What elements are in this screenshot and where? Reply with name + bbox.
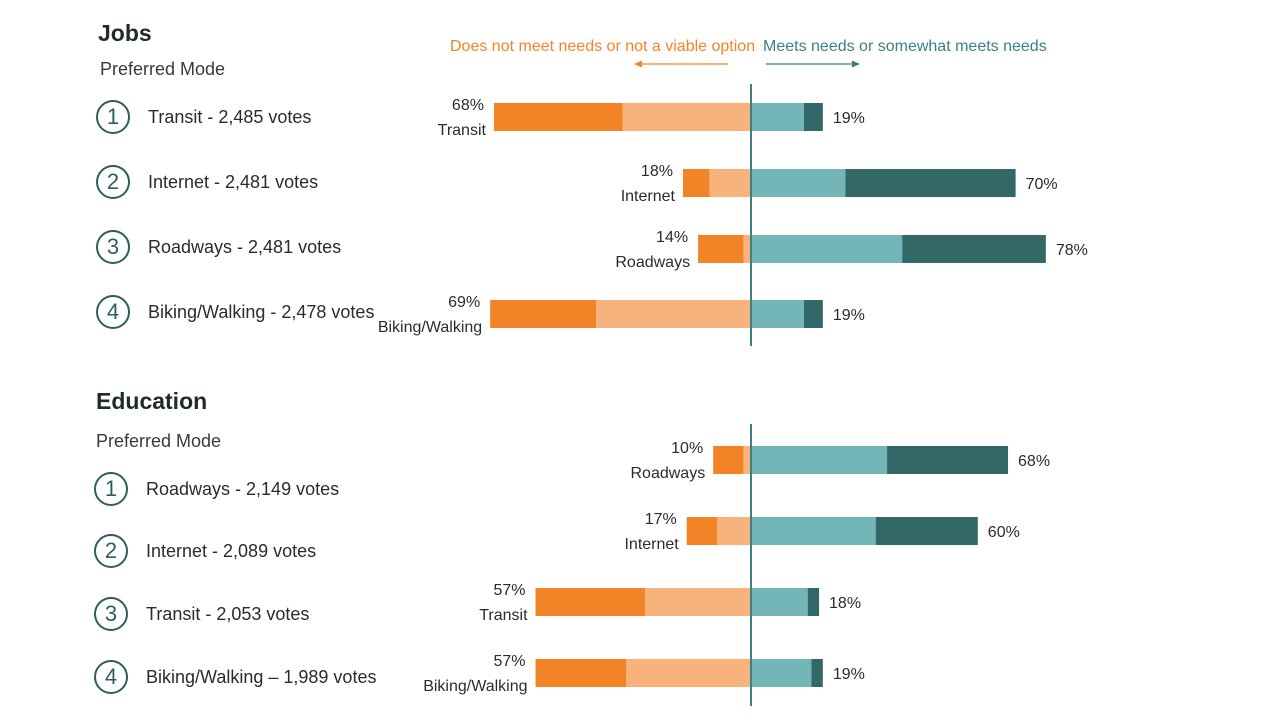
education-rank-item: 3 Transit - 2,053 votes	[94, 594, 309, 634]
rank-number-badge: 4	[94, 660, 128, 694]
bar-positive-light	[751, 588, 808, 616]
education-subtitle: Preferred Mode	[96, 431, 222, 451]
bar-negative-light	[626, 659, 751, 687]
bar-negative-light	[716, 517, 751, 545]
jobs-subtitle: Preferred Mode	[100, 59, 226, 79]
legend-positive-label: Meets needs or somewhat meets needs	[763, 38, 1047, 55]
bar-positive-light	[751, 659, 812, 687]
rank-number-badge: 1	[96, 100, 130, 134]
bar-negative-dark	[535, 588, 646, 616]
bar-positive-light	[751, 446, 888, 474]
rank-number-badge: 2	[94, 534, 128, 568]
category-label: Transit	[438, 122, 487, 139]
bar-negative-light	[645, 588, 751, 616]
positive-percent-label: 60%	[988, 524, 1020, 541]
negative-percent-label: 14%	[656, 229, 688, 246]
jobs-title: Jobs	[98, 20, 152, 46]
positive-percent-label: 70%	[1026, 176, 1058, 193]
bar-positive-light	[751, 235, 903, 263]
bar-negative-light	[622, 103, 751, 131]
negative-percent-label: 10%	[671, 440, 703, 457]
negative-percent-label: 69%	[448, 294, 480, 311]
rank-label: Biking/Walking - 2,478 votes	[148, 301, 375, 322]
bar-positive-dark	[902, 235, 1046, 263]
bar-negative-dark	[490, 300, 597, 328]
education-rank-item: 1 Roadways - 2,149 votes	[94, 469, 339, 509]
jobs-rank-item: 3 Roadways - 2,481 votes	[96, 227, 341, 267]
legend-negative-arrowhead	[634, 60, 642, 68]
rank-label: Roadways - 2,149 votes	[146, 478, 340, 499]
category-label: Internet	[624, 536, 679, 553]
bar-positive-light	[751, 300, 804, 328]
positive-percent-label: 78%	[1056, 242, 1088, 259]
bar-negative-dark	[713, 446, 744, 474]
negative-percent-label: 18%	[641, 163, 673, 180]
negative-percent-label: 57%	[494, 582, 526, 599]
category-label: Internet	[621, 188, 676, 205]
positive-percent-label: 18%	[829, 595, 861, 612]
category-label: Transit	[479, 607, 528, 624]
bar-negative-dark	[698, 235, 744, 263]
bar-positive-light	[751, 517, 876, 545]
jobs-rank-item: 1 Transit - 2,485 votes	[96, 97, 311, 137]
negative-percent-label: 57%	[494, 653, 526, 670]
rank-number-badge: 2	[96, 165, 130, 199]
rank-number-badge: 3	[94, 597, 128, 631]
category-label: Roadways	[615, 254, 690, 271]
education-title: Education	[96, 388, 208, 414]
bar-positive-dark	[803, 300, 823, 328]
jobs-rank-item: 4 Biking/Walking - 2,478 votes	[96, 292, 374, 332]
bar-negative-dark	[682, 169, 710, 197]
bar-positive-dark	[887, 446, 1009, 474]
rank-label: Internet - 2,481 votes	[148, 171, 319, 192]
education-rank-item: 4 Biking/Walking – 1,989 votes	[94, 657, 376, 697]
bar-negative-dark	[535, 659, 627, 687]
legend-negative-label: Does not meet needs or not a viable opti…	[450, 38, 756, 55]
bar-positive-light	[751, 103, 804, 131]
rank-number-badge: 3	[96, 230, 130, 264]
bar-positive-light	[751, 169, 846, 197]
category-label: Biking/Walking	[378, 319, 482, 336]
negative-percent-label: 17%	[645, 511, 677, 528]
positive-percent-label: 19%	[833, 666, 865, 683]
rank-number-badge: 4	[96, 295, 130, 329]
bar-negative-light	[743, 446, 751, 474]
rank-label: Roadways - 2,481 votes	[148, 236, 342, 257]
category-label: Biking/Walking	[423, 678, 527, 695]
bar-positive-dark	[875, 517, 978, 545]
bar-positive-dark	[811, 659, 823, 687]
bar-negative-light	[709, 169, 751, 197]
category-label: Roadways	[630, 465, 705, 482]
positive-percent-label: 19%	[833, 307, 865, 324]
bar-negative-light	[743, 235, 751, 263]
negative-percent-label: 68%	[452, 97, 484, 114]
positive-percent-label: 68%	[1018, 453, 1050, 470]
bar-negative-light	[596, 300, 751, 328]
bar-positive-dark	[803, 103, 823, 131]
bar-negative-dark	[686, 517, 717, 545]
positive-percent-label: 19%	[833, 110, 865, 127]
bar-positive-dark	[845, 169, 1016, 197]
rank-number-badge: 1	[94, 472, 128, 506]
rank-label: Biking/Walking – 1,989 votes	[146, 666, 377, 687]
rank-label: Transit - 2,053 votes	[146, 603, 310, 624]
jobs-rank-item: 2 Internet - 2,481 votes	[96, 162, 318, 202]
rank-label: Transit - 2,485 votes	[148, 106, 312, 127]
bar-positive-dark	[807, 588, 820, 616]
rank-label: Internet - 2,089 votes	[146, 540, 317, 561]
bar-negative-dark	[493, 103, 623, 131]
education-rank-item: 2 Internet - 2,089 votes	[94, 531, 316, 571]
legend-positive-arrowhead	[852, 60, 860, 68]
